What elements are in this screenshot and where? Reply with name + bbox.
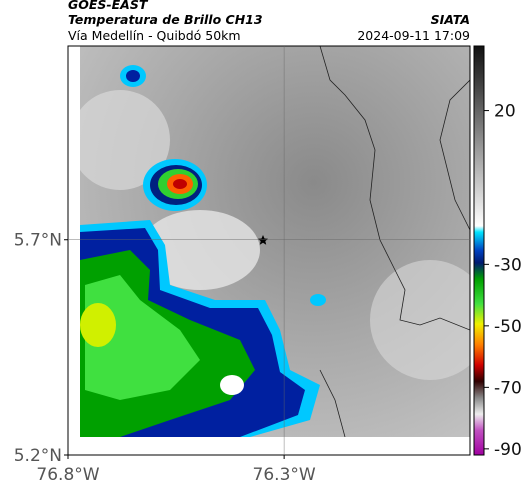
x-tick-label: 76.8°W: [36, 465, 99, 485]
y-tick-label: 5.2°N: [14, 446, 62, 466]
y-tick-label: 5.7°N: [14, 231, 62, 251]
colorbar-tick-label: 20: [494, 102, 516, 122]
org: SIATA: [431, 12, 470, 27]
colorbar: [473, 45, 485, 456]
colorbar-tick-label: -30: [494, 255, 522, 275]
datetime: 2024-09-11 17:09: [357, 28, 470, 43]
colorbar-tick-label: -90: [494, 440, 522, 460]
product: Temperatura de Brillo CH13: [68, 12, 263, 27]
source: GOES-EAST: [68, 0, 149, 12]
colorbar-tick-label: -50: [494, 317, 522, 337]
x-tick-label: 76.3°W: [253, 465, 316, 485]
route: Vía Medellín - Quibdó 50km: [68, 28, 241, 43]
colorbar-tick-label: -70: [494, 378, 522, 398]
satellite-image: [80, 46, 470, 437]
map-frame: [67, 45, 471, 456]
